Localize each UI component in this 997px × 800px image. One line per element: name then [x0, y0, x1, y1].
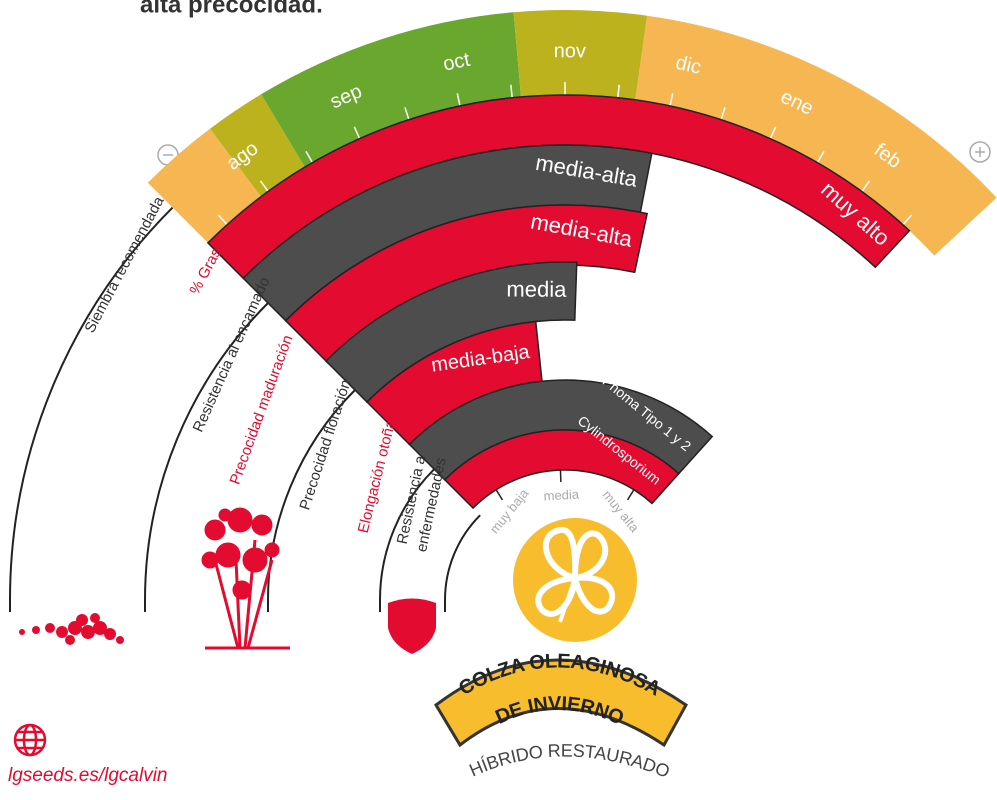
- month-tick: [769, 126, 777, 139]
- month-tick: [861, 180, 871, 192]
- month-tick: [217, 214, 228, 226]
- month-tick: [617, 84, 620, 98]
- month-tick: [902, 214, 913, 226]
- bar-label: media: [506, 277, 567, 302]
- month-tick: [816, 151, 825, 164]
- month-segment: [635, 15, 997, 256]
- flower-icon: [513, 518, 637, 642]
- row-label: Siembra recomendada: [81, 193, 168, 336]
- badge-band: [434, 658, 688, 748]
- scale-label: media: [543, 486, 580, 503]
- seeds-icon: [19, 613, 124, 645]
- scale-label: muy baja: [487, 485, 532, 536]
- guide-arc: [444, 514, 481, 612]
- footer-link[interactable]: lgseeds.es/lgcalvin: [8, 765, 167, 786]
- row-label: Precocidad floración: [296, 378, 354, 513]
- badge-subtitle-text: HÍBRIDO RESTAURADO: [466, 740, 672, 781]
- plant-icon: [201, 507, 290, 650]
- month-tick: [305, 151, 314, 164]
- scale-tick: [626, 489, 635, 501]
- guide-arc: [144, 302, 269, 612]
- globe-icon: [13, 723, 47, 757]
- title: alta precocidad.: [140, 0, 323, 18]
- guide-arc: [9, 206, 174, 612]
- month-tick: [510, 84, 513, 98]
- month-tick: [669, 93, 674, 107]
- month-label: nov: [554, 40, 586, 62]
- month-tick: [404, 107, 410, 120]
- month-tick: [720, 107, 726, 120]
- month-tick: [456, 93, 461, 107]
- scale-tick: [495, 489, 504, 501]
- row-label: Elongación otoñal: [355, 415, 400, 535]
- bar: [443, 429, 680, 510]
- month-tick: [353, 126, 361, 139]
- month-segment: [261, 12, 521, 168]
- shield-icon: [388, 598, 436, 654]
- month-segment: [147, 128, 262, 243]
- month-segment: [513, 10, 648, 100]
- month-tick: [259, 180, 269, 192]
- guide-arc: [379, 468, 435, 612]
- guide-arc: [267, 389, 356, 612]
- plus-icon: [969, 141, 991, 163]
- month-label: oct: [441, 49, 472, 76]
- month-segment: [209, 94, 305, 197]
- badge-subtitle: HÍBRIDO RESTAURADO: [466, 740, 672, 781]
- row-label: % Grasa: [186, 237, 229, 297]
